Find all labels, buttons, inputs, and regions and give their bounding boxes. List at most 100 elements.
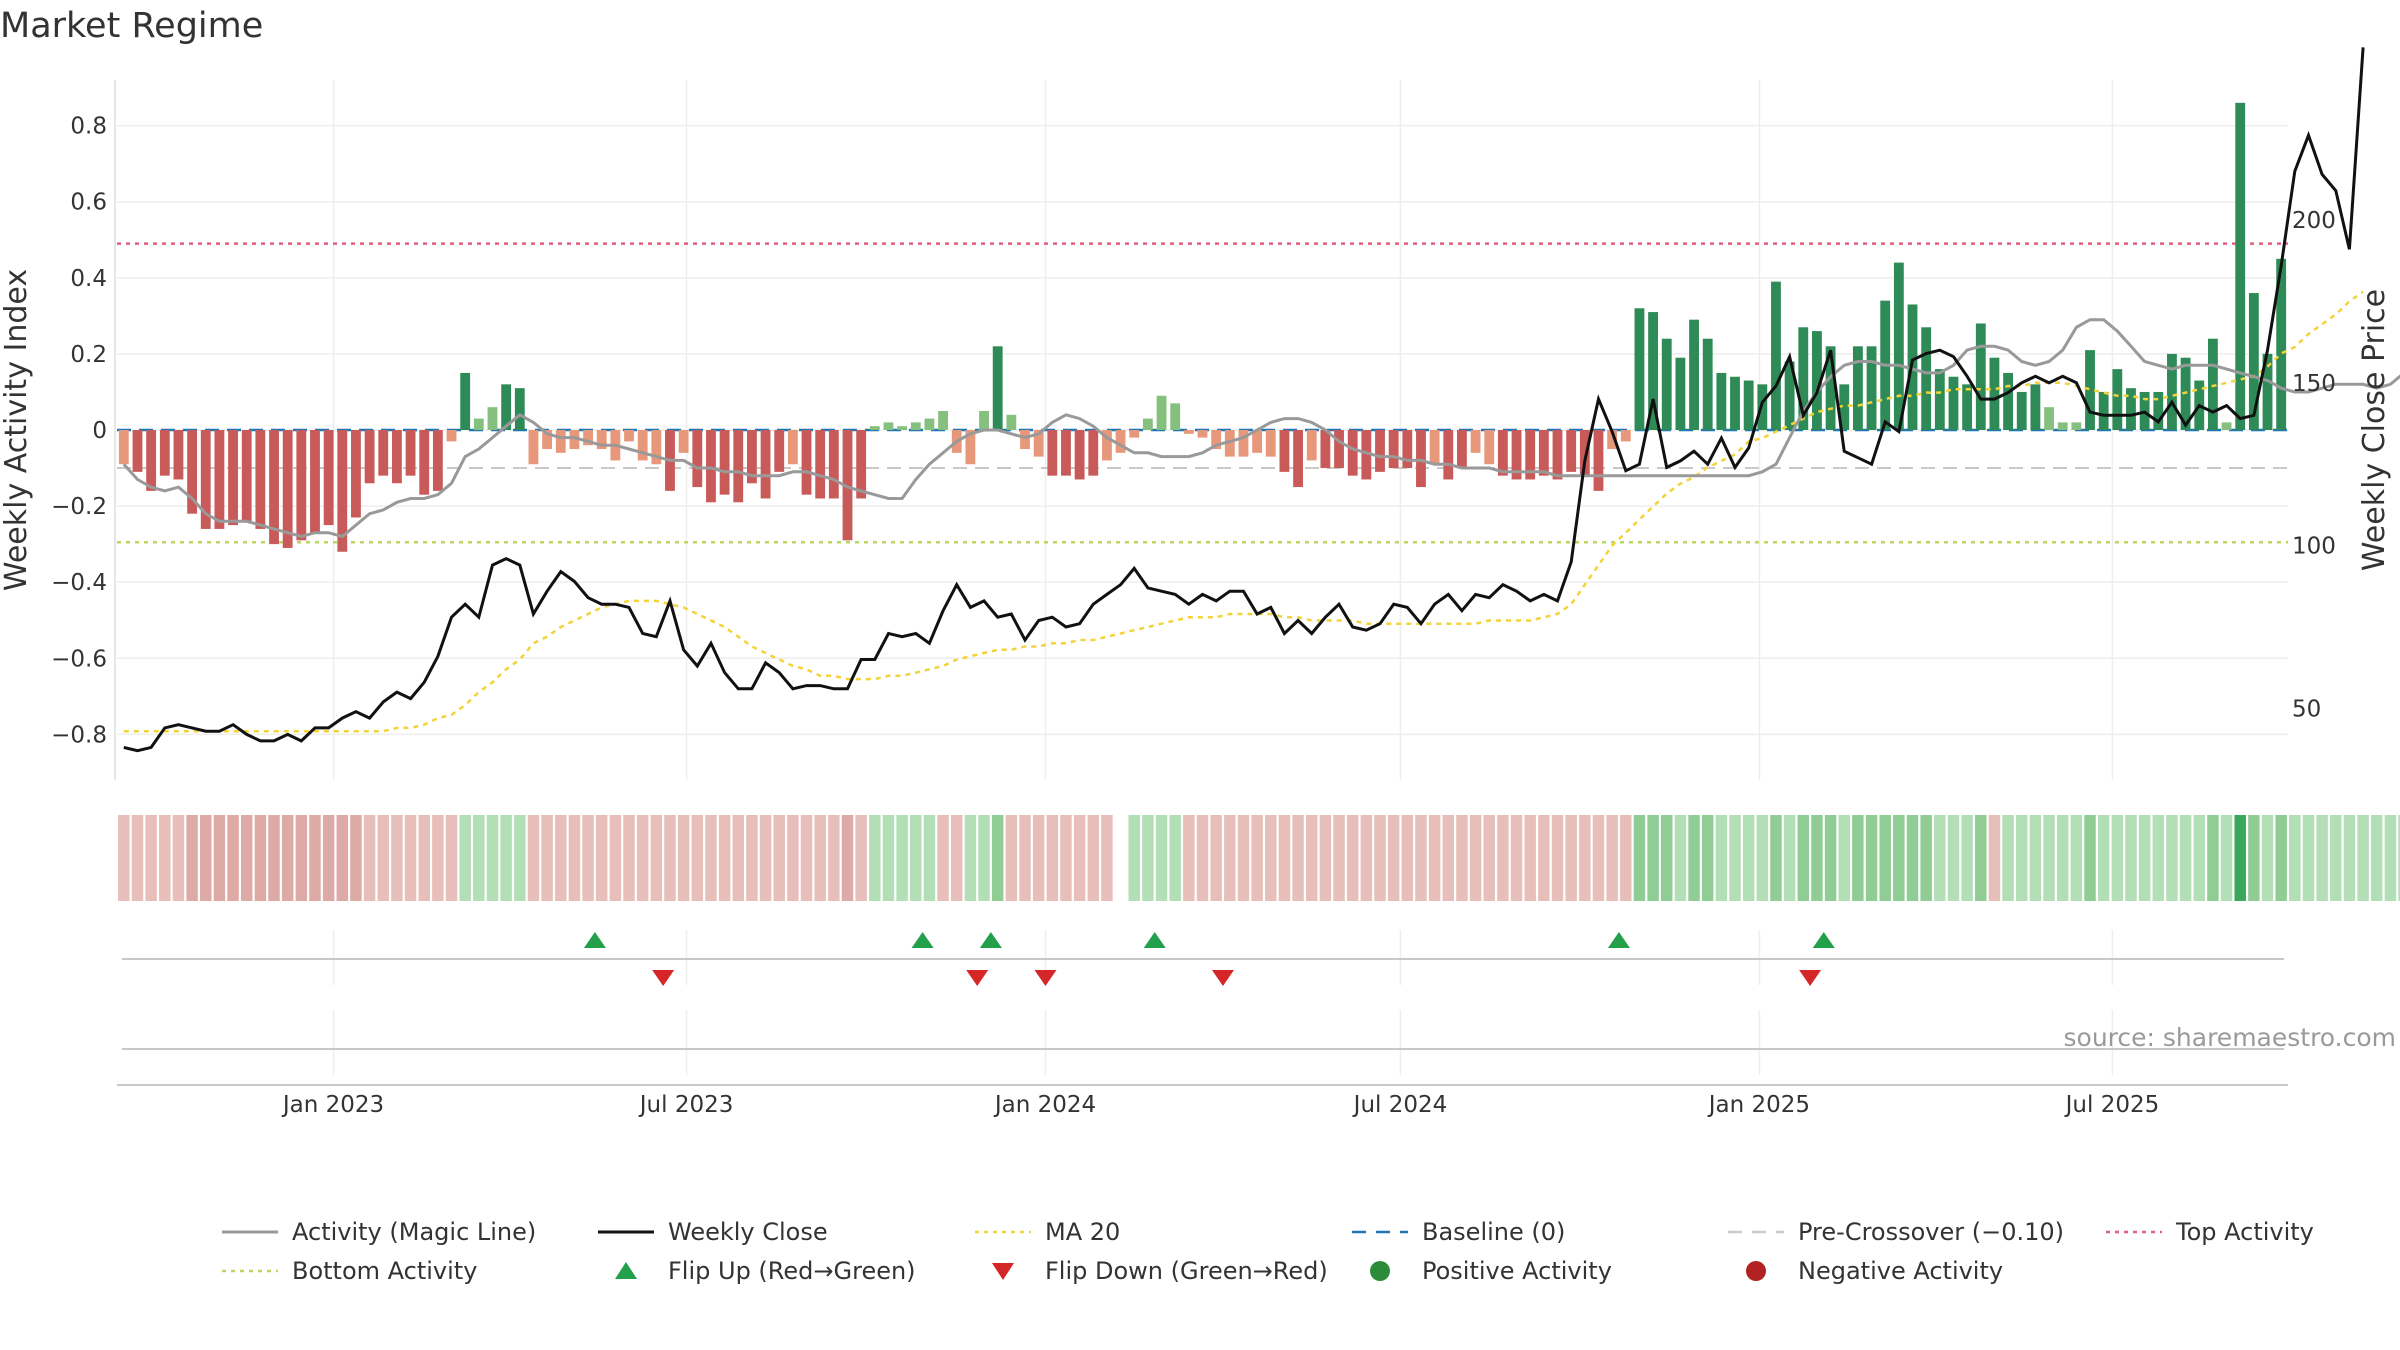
regime-cell xyxy=(1620,815,1632,901)
activity-bar xyxy=(1429,430,1440,465)
activity-bar xyxy=(842,430,853,541)
activity-bar xyxy=(719,430,730,495)
activity-bar xyxy=(1443,430,1454,480)
regime-cell xyxy=(1469,815,1482,901)
activity-bar xyxy=(1156,395,1167,430)
xtick-label: Jul 2025 xyxy=(2064,1092,2160,1118)
activity-bar xyxy=(596,430,607,450)
flip-up-marker xyxy=(583,932,606,948)
regime-cell xyxy=(2248,815,2260,901)
regime-cell xyxy=(1251,815,1263,901)
activity-bar xyxy=(1074,430,1085,480)
regime-cell xyxy=(2016,815,2028,901)
activity-bar xyxy=(1061,430,1071,476)
activity-bar xyxy=(1088,430,1099,476)
regime-cell xyxy=(1196,815,1209,901)
activity-bar xyxy=(2262,353,2273,430)
activity-bar xyxy=(1334,430,1344,469)
regime-cell xyxy=(527,815,540,901)
activity-bar xyxy=(583,430,593,446)
regime-cell xyxy=(705,815,717,901)
flip-up-marker xyxy=(1812,932,1835,948)
activity-bar xyxy=(1948,376,1959,430)
activity-bar xyxy=(1798,327,1809,430)
activity-bar xyxy=(1839,384,1850,430)
regime-cell xyxy=(2302,815,2315,901)
ytick-left-label: 0.4 xyxy=(70,266,107,292)
ytick-right-label: 50 xyxy=(2292,696,2321,722)
regime-cell xyxy=(2179,815,2192,901)
bottom-panel: source: sharemaestro.com xyxy=(117,1023,2397,1086)
regime-cell xyxy=(2384,815,2397,901)
activity-bar xyxy=(2057,422,2068,430)
regime-cell xyxy=(309,815,321,901)
regime-cell xyxy=(1674,815,1687,901)
activity-bar xyxy=(2221,422,2232,430)
legend-item: Top Activity xyxy=(2106,1218,2314,1246)
regime-cell xyxy=(2002,815,2014,901)
legend-item: Positive Activity xyxy=(1370,1257,1612,1285)
legend-label: Negative Activity xyxy=(1798,1257,2003,1285)
activity-bar xyxy=(1361,430,1372,480)
regime-cell xyxy=(1183,815,1195,901)
ytick-left-label: 0.8 xyxy=(70,114,107,140)
activity-bar xyxy=(1497,430,1508,476)
regime-cell xyxy=(828,815,840,901)
activity-bar xyxy=(760,430,771,499)
regime-cell xyxy=(1073,815,1086,901)
regime-cell xyxy=(1155,815,1168,901)
activity-bar xyxy=(214,430,225,529)
activity-bar xyxy=(2085,350,2095,430)
activity-bar xyxy=(1102,430,1112,461)
source-note: source: sharemaestro.com xyxy=(2064,1023,2397,1052)
flip-down-marker xyxy=(1211,970,1234,986)
activity-bar xyxy=(869,426,880,430)
regime-cell xyxy=(800,815,813,901)
activity-bar xyxy=(2030,384,2041,430)
regime-cell xyxy=(541,815,553,901)
regime-cell xyxy=(486,815,499,901)
regime-cell xyxy=(1278,815,1291,901)
regime-cell xyxy=(1783,815,1796,901)
regime-cell xyxy=(1742,815,1755,901)
activity-bar xyxy=(1265,430,1276,457)
regime-cell xyxy=(1688,815,1700,901)
regime-cell xyxy=(1647,815,1659,901)
flip-markers xyxy=(122,932,2284,986)
ytick-left-label: −0.8 xyxy=(51,722,107,748)
activity-bar xyxy=(1484,430,1495,465)
regime-cell xyxy=(1456,815,1468,901)
regime-cell xyxy=(432,815,444,901)
activity-bar xyxy=(1743,380,1754,430)
activity-bar xyxy=(1962,384,1973,430)
regime-cell xyxy=(240,815,253,901)
regime-cell xyxy=(350,815,362,901)
activity-bar xyxy=(255,430,266,529)
regime-cell xyxy=(118,815,130,901)
activity-bar xyxy=(200,430,211,529)
activity-bar xyxy=(1852,346,1863,430)
activity-bar xyxy=(514,388,525,430)
regime-cell xyxy=(418,815,430,901)
activity-bar xyxy=(446,430,457,442)
activity-bar xyxy=(310,430,320,533)
activity-bar xyxy=(269,430,279,545)
legend-label: MA 20 xyxy=(1045,1218,1120,1246)
regime-cell xyxy=(595,815,608,901)
regime-cell xyxy=(964,815,977,901)
regime-cell xyxy=(254,815,267,901)
regime-cell xyxy=(391,815,403,901)
regime-cell xyxy=(1497,815,1509,901)
activity-bar xyxy=(1620,430,1631,442)
regime-cell xyxy=(787,815,799,901)
regime-cell xyxy=(1906,815,1919,901)
regime-cell xyxy=(814,815,826,901)
regime-cell xyxy=(1210,815,1222,901)
regime-cell xyxy=(2316,815,2328,901)
regime-cell xyxy=(459,815,471,901)
activity-bar xyxy=(555,430,566,453)
activity-bar xyxy=(787,430,798,465)
regime-cell xyxy=(1428,815,1441,901)
activity-bar xyxy=(432,430,443,491)
activity-bar xyxy=(159,430,170,476)
